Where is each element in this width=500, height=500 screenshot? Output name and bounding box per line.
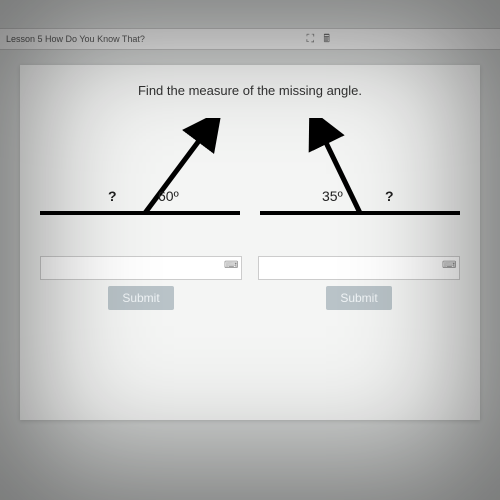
keyboard-icon[interactable]: ⌨	[224, 260, 238, 274]
known-angle-label: 35º	[322, 188, 343, 204]
answer-input-right[interactable]	[258, 256, 460, 280]
known-angle-label: 60º	[158, 188, 179, 204]
screen: Lesson 5 How Do You Know That? ⛶ 🖩 Find …	[0, 0, 500, 500]
expand-icon[interactable]: ⛶	[307, 33, 315, 45]
toolbar-icons: ⛶ 🖩	[307, 29, 330, 49]
answer-wrap-left: ⌨	[40, 256, 242, 280]
lesson-title: Lesson 5 How Do You Know That?	[6, 34, 145, 44]
submit-wrap-left: Submit	[40, 286, 242, 310]
keyboard-icon[interactable]: ⌨	[442, 260, 456, 274]
content-panel: Find the measure of the missing angle. ?…	[20, 65, 480, 420]
unknown-angle-label: ?	[385, 188, 394, 204]
submit-row: Submit Submit	[20, 280, 480, 310]
question-prompt: Find the measure of the missing angle.	[20, 65, 480, 98]
angle-svg-right	[260, 118, 460, 238]
answer-inputs-row: ⌨ ⌨	[20, 248, 480, 280]
unknown-angle-label: ?	[108, 188, 117, 204]
angle-diagram-left: ? 60º	[40, 118, 240, 238]
answer-input-left[interactable]	[40, 256, 242, 280]
submit-button-left[interactable]: Submit	[108, 286, 173, 310]
answer-wrap-right: ⌨	[258, 256, 460, 280]
submit-wrap-right: Submit	[258, 286, 460, 310]
calculator-icon[interactable]: 🖩	[323, 33, 330, 45]
angle-diagram-right: 35º ?	[260, 118, 460, 238]
angle-svg-left	[40, 118, 240, 238]
diagrams-row: ? 60º 35º ?	[20, 98, 480, 248]
submit-button-right[interactable]: Submit	[326, 286, 391, 310]
lesson-header: Lesson 5 How Do You Know That? ⛶ 🖩	[0, 28, 500, 50]
